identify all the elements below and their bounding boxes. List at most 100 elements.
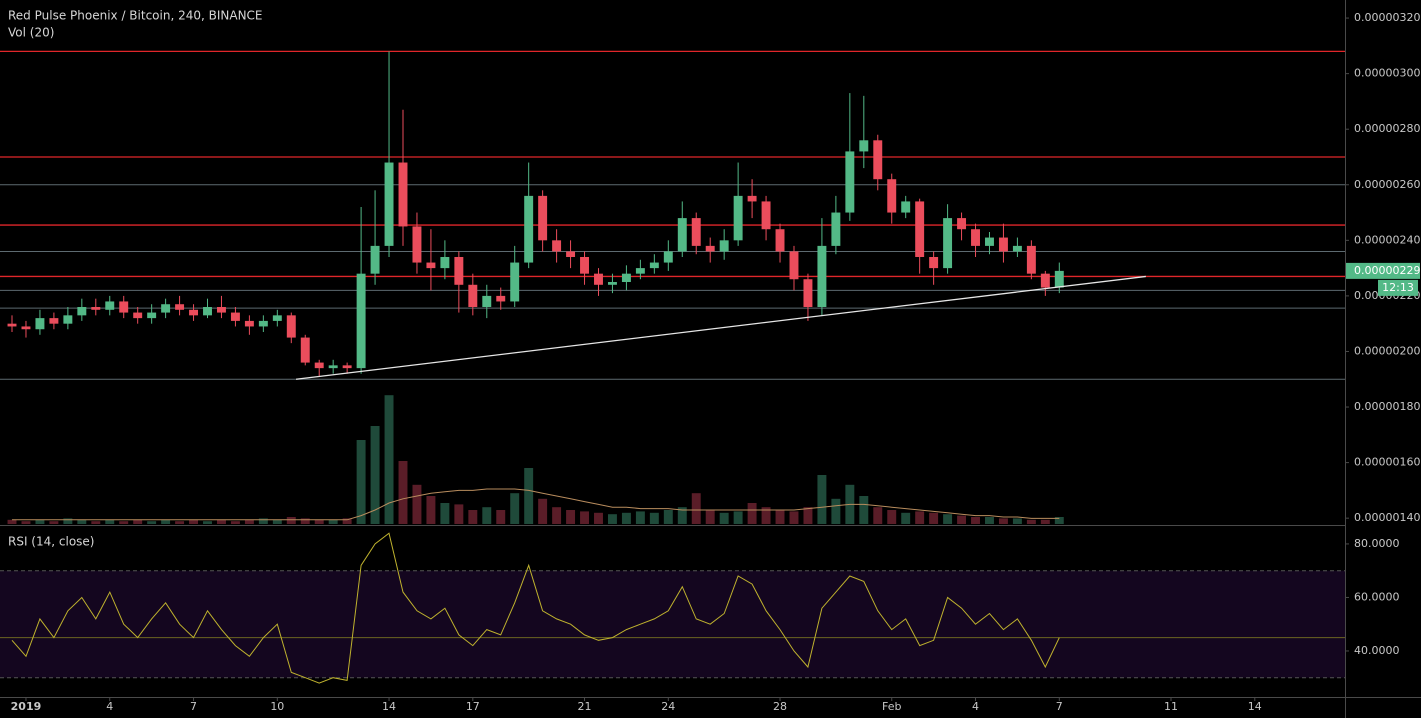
candle-body	[454, 256, 464, 285]
volume-bar	[230, 521, 240, 524]
candle-body	[300, 337, 310, 363]
candle-body	[356, 273, 366, 369]
candle-body	[677, 218, 687, 252]
x-tick-label: 14	[382, 700, 396, 713]
candle-body	[468, 284, 478, 308]
candle-body	[7, 323, 17, 327]
volume-bar	[831, 498, 841, 524]
volume-bar	[705, 510, 715, 524]
candle-body	[789, 251, 799, 280]
volume-bar	[342, 518, 352, 524]
candle-body	[216, 307, 226, 313]
volume-bar	[677, 507, 687, 524]
rsi-title: RSI (14, close)	[8, 535, 94, 549]
volume-bar	[985, 517, 994, 524]
volume-bar	[370, 426, 380, 524]
candle-body	[384, 162, 394, 246]
volume-bar	[998, 518, 1008, 524]
candle-body	[1040, 273, 1050, 288]
x-tick-label: 17	[466, 700, 480, 713]
candle-body	[649, 262, 659, 269]
volume-title: Vol (20)	[8, 26, 54, 40]
candle-body	[482, 295, 492, 308]
volume-bar	[147, 521, 157, 524]
volume-bar	[454, 504, 464, 524]
volume-bar	[1054, 517, 1064, 524]
candle-body	[49, 318, 59, 324]
candle-body	[733, 195, 743, 241]
volume-bar	[328, 519, 338, 524]
volume-bar	[440, 503, 450, 524]
volume-bar	[203, 521, 212, 524]
candle-body	[286, 315, 296, 338]
candle-body	[845, 151, 855, 213]
volume-bar	[21, 521, 31, 524]
x-tick-label: 21	[578, 700, 592, 713]
candle-body	[998, 237, 1008, 252]
volume-bar	[580, 511, 589, 524]
volume-bar	[175, 521, 185, 524]
candle-body	[566, 251, 576, 257]
x-tick-label: 11	[1164, 700, 1178, 713]
x-tick-label: Feb	[882, 700, 901, 713]
plot-layer	[0, 50, 1345, 684]
x-tick-label: 7	[1056, 700, 1063, 713]
candle-body	[831, 212, 841, 246]
volume-bar	[35, 519, 45, 524]
candle-body	[35, 318, 45, 330]
candle-body	[719, 240, 729, 252]
volume-bar	[272, 519, 282, 524]
volume-bar	[384, 395, 394, 524]
x-tick-label: 24	[661, 700, 675, 713]
volume-bar	[482, 507, 492, 524]
volume-bar	[7, 519, 17, 524]
volume-bar	[817, 475, 827, 524]
candle-body	[663, 251, 673, 263]
volume-bar	[789, 511, 799, 524]
candle-body	[258, 320, 268, 327]
x-tick-label: 4	[106, 700, 113, 713]
volume-bar	[1026, 519, 1036, 524]
volume-bar	[258, 518, 268, 524]
rsi-band	[0, 570, 1345, 678]
candle-body	[761, 201, 771, 230]
y-tick-label: 0.00000140	[1354, 511, 1420, 524]
volume-bar	[496, 510, 506, 524]
y-tick-label: 0.00000180	[1354, 400, 1420, 413]
volume-bar	[915, 511, 925, 524]
candle-body	[859, 140, 869, 152]
volume-bar	[161, 519, 171, 524]
candle-body	[524, 195, 534, 263]
volume-bar	[775, 510, 785, 524]
candle-body	[496, 295, 506, 302]
volume-bar	[971, 517, 980, 524]
candle-body	[426, 262, 436, 269]
candle-body	[915, 201, 925, 257]
x-tick-label: 10	[270, 700, 284, 713]
volume-bar	[1040, 519, 1050, 524]
volume-bar	[552, 507, 562, 524]
candle-body	[607, 282, 617, 285]
candle-body	[705, 245, 715, 252]
rsi-tick-label: 80.0000	[1354, 537, 1400, 550]
candle-body	[175, 304, 185, 310]
volume-bar	[566, 510, 576, 524]
candle-body	[161, 304, 171, 313]
candle-body	[77, 307, 87, 316]
volume-bar	[663, 510, 673, 524]
volume-bar	[244, 519, 254, 524]
y-tick-label: 0.00000200	[1354, 344, 1420, 357]
volume-bar	[901, 512, 911, 524]
volume-bar	[887, 510, 897, 524]
candle-body	[594, 273, 603, 285]
volume-bar	[524, 468, 534, 524]
volume-bar	[398, 461, 408, 524]
volume-bar	[649, 512, 659, 524]
candle-body	[901, 201, 911, 213]
volume-bar	[314, 519, 324, 524]
volume-bar	[691, 493, 701, 524]
volume-bar	[356, 440, 366, 524]
y-tick-label: 0.00000260	[1354, 178, 1420, 191]
